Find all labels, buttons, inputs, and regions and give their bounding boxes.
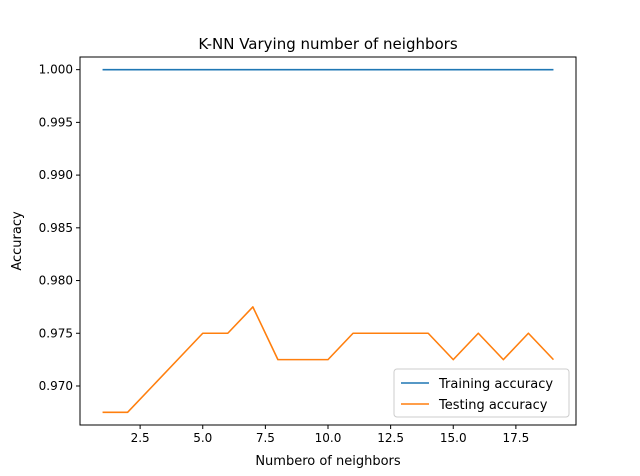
y-axis-label: Accuracy — [10, 211, 25, 271]
legend: Training accuracy Testing accuracy — [393, 368, 570, 418]
x-axis-label: Numbero of neighbors — [255, 454, 401, 469]
legend-box — [393, 368, 570, 418]
x-tick-label: 2.5 — [131, 431, 150, 445]
x-tick-label: 5.0 — [193, 431, 212, 445]
y-tick-label: 0.995 — [39, 115, 73, 129]
y-tick-label: 0.990 — [39, 168, 73, 182]
y-axis-ticks: 0.970 0.975 0.980 0.985 0.990 0.995 1.000 — [39, 63, 80, 393]
x-tick-label: 10.0 — [315, 431, 342, 445]
x-tick-label: 7.5 — [256, 431, 275, 445]
plot-area — [80, 57, 576, 425]
y-tick-label: 0.975 — [39, 326, 73, 340]
plot-frame — [79, 56, 577, 426]
x-tick-label: 12.5 — [377, 431, 404, 445]
legend-label-training: Training accuracy — [438, 377, 553, 392]
x-tick-label: 15.0 — [440, 431, 467, 445]
x-tick-label: 17.5 — [503, 431, 530, 445]
chart-title: K-NN Varying number of neighbors — [198, 35, 458, 53]
y-tick-label: 1.000 — [39, 63, 73, 77]
y-tick-label: 0.985 — [39, 221, 73, 235]
y-tick-label: 0.970 — [39, 379, 73, 393]
x-axis-ticks: 2.5 5.0 7.5 10.0 12.5 15.0 17.5 — [131, 425, 530, 445]
y-tick-label: 0.980 — [39, 274, 73, 288]
series-layer — [102, 68, 555, 414]
legend-label-testing: Testing accuracy — [438, 398, 548, 413]
series-line-1 — [102, 306, 555, 414]
